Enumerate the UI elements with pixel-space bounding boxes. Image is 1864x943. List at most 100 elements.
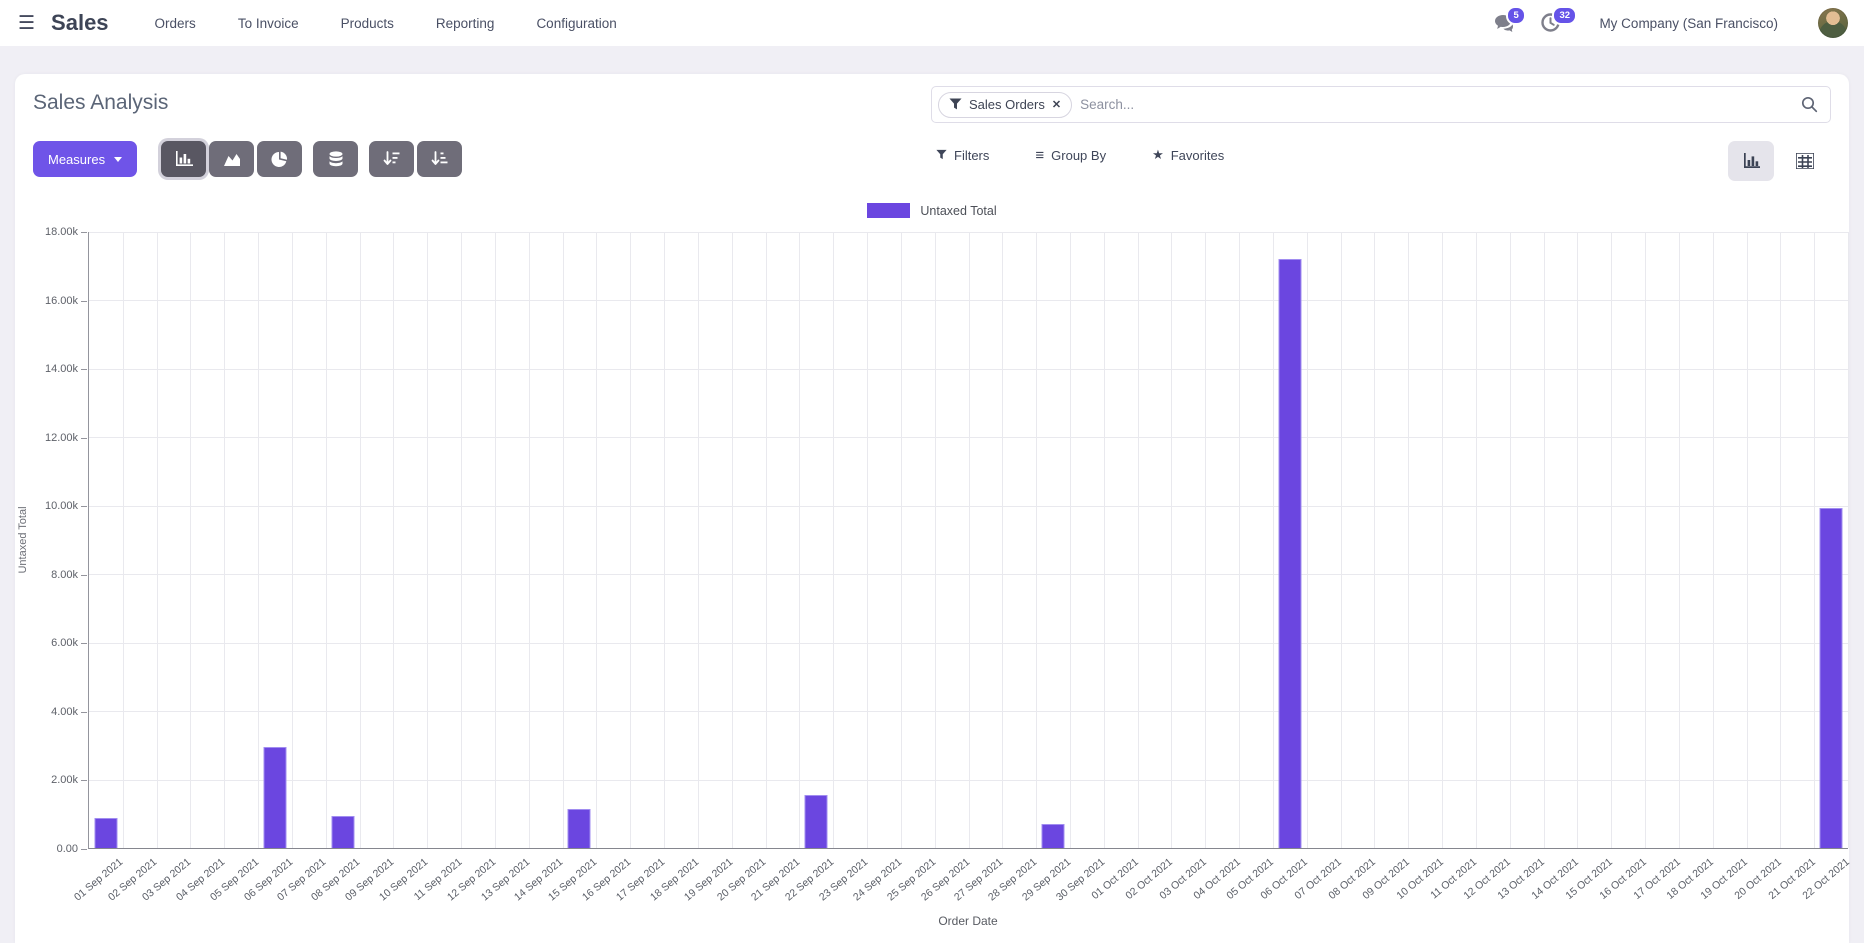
bar-chart-button[interactable] — [161, 141, 207, 177]
v-gridline — [562, 232, 564, 848]
v-gridline — [1103, 232, 1105, 848]
search-input[interactable] — [1080, 97, 1801, 112]
search-bar[interactable]: Sales Orders ✕ — [931, 86, 1831, 123]
chart-legend[interactable]: Untaxed Total — [15, 203, 1849, 218]
v-gridline — [1306, 232, 1308, 848]
filter-funnel-icon — [949, 98, 962, 110]
nav-item-configuration[interactable]: Configuration — [536, 15, 617, 31]
apps-menu-icon[interactable]: ☰ — [18, 12, 36, 34]
v-gridline — [494, 232, 496, 848]
v-gridline — [1374, 232, 1376, 848]
chevron-down-icon — [114, 156, 123, 162]
chart-type-buttons — [161, 141, 463, 177]
v-gridline — [1780, 232, 1782, 848]
v-gridline — [291, 232, 293, 848]
sort-descending-button[interactable] — [369, 141, 415, 177]
pivot-view-button[interactable] — [1782, 141, 1828, 181]
v-gridline — [258, 232, 260, 848]
search-icon[interactable] — [1801, 96, 1818, 113]
v-gridline — [325, 232, 327, 848]
v-gridline — [900, 232, 902, 848]
search-options: Filters ≡ Group By ★ Favorites — [936, 147, 1224, 163]
v-gridline — [1002, 232, 1004, 848]
v-gridline — [1678, 232, 1680, 848]
v-gridline — [765, 232, 767, 848]
pie-chart-button[interactable] — [257, 141, 303, 177]
plot-area — [88, 232, 1849, 849]
activities-button[interactable]: 32 — [1541, 6, 1578, 34]
nav-item-reporting[interactable]: Reporting — [435, 15, 495, 31]
chart-bar[interactable] — [263, 747, 287, 848]
sort-desc-icon — [383, 151, 400, 165]
sort-asc-icon — [431, 151, 448, 165]
nav-item-orders[interactable]: Orders — [154, 15, 196, 31]
chart-bar[interactable] — [1278, 259, 1302, 848]
filters-button[interactable]: Filters — [936, 148, 989, 163]
v-gridline — [596, 232, 598, 848]
filters-label: Filters — [954, 147, 990, 163]
v-gridline — [1848, 232, 1849, 848]
chart-bar[interactable] — [1041, 824, 1065, 848]
v-gridline — [461, 232, 463, 848]
v-gridline — [1340, 232, 1342, 848]
v-gridline — [731, 232, 733, 848]
measures-label: Measures — [48, 151, 106, 167]
search-facet-label: Sales Orders — [969, 97, 1045, 112]
y-tick-label: 16.00k — [44, 294, 88, 307]
graph-view-icon — [1743, 152, 1760, 168]
v-gridline — [224, 232, 226, 848]
nav-item-to-invoice[interactable]: To Invoice — [237, 15, 299, 31]
chart-bar[interactable] — [331, 815, 355, 848]
systray: 5 32 My Company (San Francisco) — [1473, 6, 1848, 38]
search-facet-sales-orders[interactable]: Sales Orders ✕ — [938, 91, 1073, 118]
group-by-button[interactable]: ≡ Group By — [1035, 148, 1106, 163]
v-gridline — [1712, 232, 1714, 848]
nav-item-products[interactable]: Products — [340, 15, 394, 31]
v-gridline — [1137, 232, 1139, 848]
x-axis-labels: 01 Sep 2021 02 Sep 2021 03 Sep 2021 04 Sep … — [72, 849, 1851, 911]
y-tick-label: 4.00k — [51, 705, 87, 718]
v-gridline — [867, 232, 869, 848]
v-gridline — [528, 232, 530, 848]
sort-ascending-button[interactable] — [417, 141, 463, 177]
filter-funnel-icon — [936, 149, 947, 160]
line-chart-button[interactable] — [209, 141, 255, 177]
view-switcher — [1728, 141, 1828, 181]
star-icon: ★ — [1152, 147, 1164, 162]
company-switcher[interactable]: My Company (San Francisco) — [1599, 15, 1778, 31]
graph-view-button[interactable] — [1728, 141, 1774, 181]
v-gridline — [1069, 232, 1071, 848]
y-axis: 0.00 2.00k 4.00k 6.00k 8.00k 10.00k 12.00k 14.0… — [15, 226, 88, 855]
legend-label: Untaxed Total — [920, 203, 997, 218]
messages-button[interactable]: 5 — [1495, 6, 1526, 34]
measures-button[interactable]: Measures — [33, 141, 138, 177]
v-gridline — [156, 232, 158, 848]
chart-bar[interactable] — [804, 794, 828, 848]
area-chart-icon — [223, 153, 240, 166]
chart-bar[interactable] — [1819, 507, 1843, 848]
v-gridline — [833, 232, 835, 848]
y-tick-label: 0.00 — [56, 843, 88, 855]
v-gridline — [1543, 232, 1545, 848]
v-gridline — [190, 232, 192, 848]
v-gridline — [1408, 232, 1410, 848]
y-tick-label: 2.00k — [51, 774, 87, 787]
v-gridline — [1611, 232, 1613, 848]
v-gridline — [1577, 232, 1579, 848]
v-gridline — [393, 232, 395, 848]
stacked-button[interactable] — [313, 141, 359, 177]
v-gridline — [1746, 232, 1748, 848]
v-gridline — [1645, 232, 1647, 848]
v-gridline — [1171, 232, 1173, 848]
v-gridline — [1509, 232, 1511, 848]
app-brand[interactable]: Sales — [51, 10, 109, 35]
user-avatar[interactable] — [1818, 8, 1848, 38]
chart-bar[interactable] — [567, 808, 591, 848]
favorites-button[interactable]: ★ Favorites — [1152, 147, 1224, 163]
chart-bar[interactable] — [94, 818, 118, 848]
facet-close-icon[interactable]: ✕ — [1051, 99, 1062, 111]
legend-swatch — [867, 203, 911, 218]
y-tick-label: 18.00k — [44, 226, 88, 238]
group-by-label: Group By — [1051, 147, 1107, 163]
y-tick-label: 14.00k — [44, 363, 88, 376]
